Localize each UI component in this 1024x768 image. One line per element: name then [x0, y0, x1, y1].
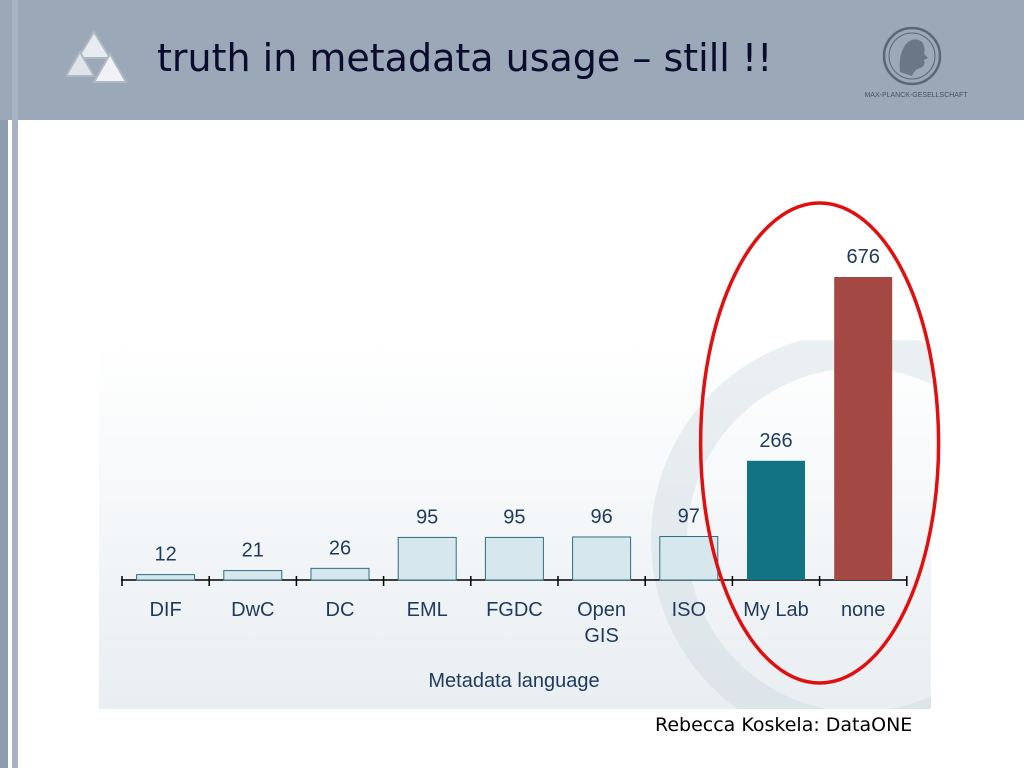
data-label: 676	[847, 246, 880, 268]
slide-title: truth in metadata usage – still !!	[157, 36, 773, 80]
source-credit: Rebecca Koskela: DataONE	[655, 714, 913, 736]
left-rail	[0, 0, 8, 768]
logo-text: MAX-PLANCK-GESELLSCHAFT	[864, 92, 968, 99]
slide-header: truth in metadata usage – still !! MAX-P…	[0, 0, 1024, 120]
left-rail-inner	[12, 0, 18, 768]
triangles-logo-icon	[66, 30, 128, 83]
chart-panel: Metadata language	[99, 340, 931, 709]
max-planck-logo-icon: MAX-PLANCK-GESELLSCHAFT	[864, 26, 968, 99]
x-axis-title: Metadata language	[428, 670, 599, 692]
